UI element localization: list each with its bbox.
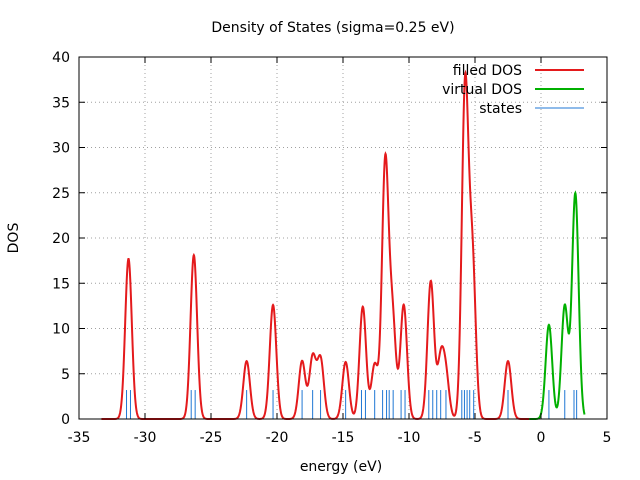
x-tick-label: -30 — [134, 430, 157, 446]
series-line-virtual-dos — [529, 190, 586, 420]
x-tick-label: -25 — [200, 430, 223, 446]
y-tick-label: 25 — [52, 186, 70, 202]
x-axis-label: energy (eV) — [300, 459, 382, 475]
x-tick-label: -5 — [468, 430, 482, 446]
x-tick-label: -35 — [68, 430, 91, 446]
y-tick-label: 20 — [52, 231, 70, 247]
y-tick-label: 10 — [52, 322, 70, 338]
chart-title: Density of States (sigma=0.25 eV) — [211, 20, 454, 36]
y-tick-label: 5 — [61, 367, 70, 383]
y-tick-label: 15 — [52, 276, 70, 292]
y-tick-label: 0 — [61, 412, 70, 428]
y-axis-label: DOS — [6, 223, 22, 254]
x-tick-label: -15 — [332, 430, 355, 446]
series-line-filled-dos — [101, 69, 530, 420]
x-tick-label: -20 — [266, 430, 289, 446]
states-series — [126, 390, 578, 419]
y-tick-label: 40 — [52, 50, 70, 66]
x-tick-label: 5 — [603, 430, 612, 446]
legend-label: states — [479, 101, 522, 117]
y-tick-label: 35 — [52, 95, 70, 111]
legend-label: filled DOS — [453, 63, 522, 79]
x-tick-label: 0 — [537, 430, 546, 446]
grid-lines — [79, 57, 607, 419]
y-tick-label: 30 — [52, 141, 70, 157]
axis-ticks: -35 -30 -25 -20 -15 -10 -5 0 5 0 5 10 15 20 25 30 35 40 — [52, 50, 611, 446]
x-tick-label: -10 — [398, 430, 421, 446]
legend-label: virtual DOS — [442, 82, 522, 98]
legend: filled DOS virtual DOS states — [442, 63, 584, 117]
